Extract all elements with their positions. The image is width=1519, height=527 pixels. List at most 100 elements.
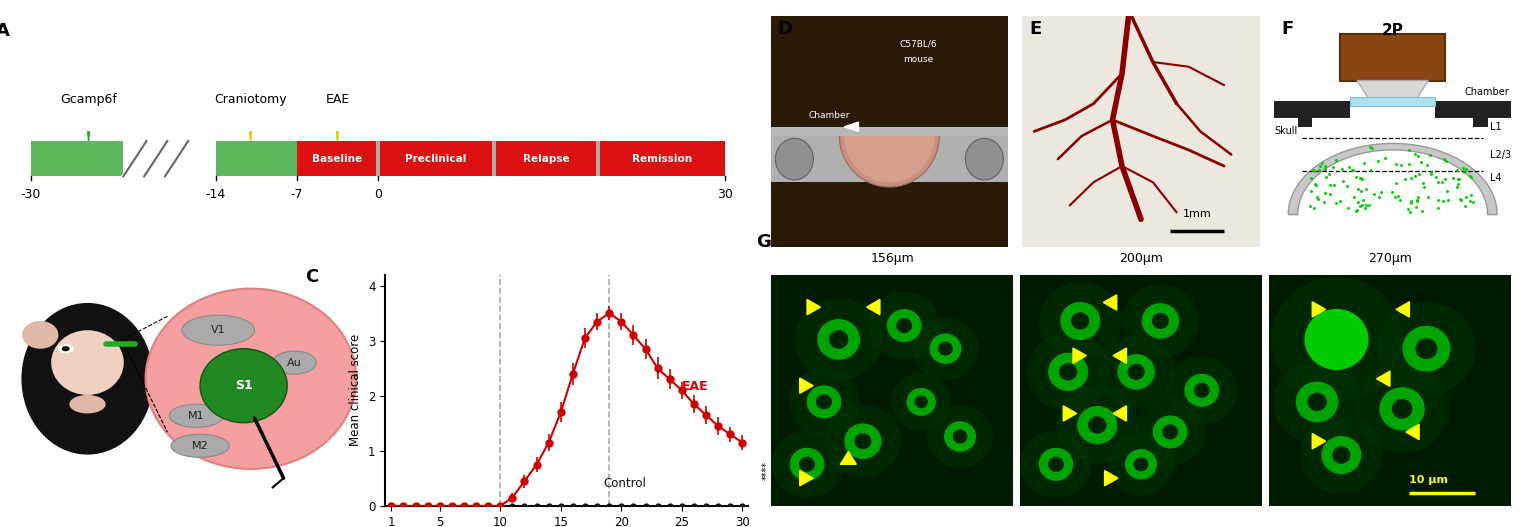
Text: 0: 0 xyxy=(374,188,381,201)
Ellipse shape xyxy=(939,342,952,356)
Ellipse shape xyxy=(1077,406,1118,444)
Ellipse shape xyxy=(1142,303,1179,339)
Text: -7: -7 xyxy=(290,188,304,201)
Ellipse shape xyxy=(816,394,832,409)
Ellipse shape xyxy=(840,85,939,187)
Text: EAE: EAE xyxy=(325,93,349,106)
Polygon shape xyxy=(88,132,90,141)
Ellipse shape xyxy=(817,319,860,360)
Ellipse shape xyxy=(775,139,813,180)
Ellipse shape xyxy=(1135,398,1206,466)
Text: Au: Au xyxy=(287,358,302,368)
Bar xyxy=(378,141,494,177)
Ellipse shape xyxy=(930,334,962,364)
Bar xyxy=(770,131,1009,182)
Bar xyxy=(770,127,1009,136)
Text: C: C xyxy=(305,268,319,286)
Text: F: F xyxy=(1281,21,1293,38)
Bar xyxy=(770,16,1009,131)
Ellipse shape xyxy=(845,90,934,182)
Bar xyxy=(598,141,725,177)
Ellipse shape xyxy=(1071,313,1089,330)
Text: L2/3: L2/3 xyxy=(1490,150,1511,160)
Polygon shape xyxy=(1288,143,1498,214)
Bar xyxy=(494,141,598,177)
Ellipse shape xyxy=(845,423,881,459)
Text: 30: 30 xyxy=(717,188,734,201)
Ellipse shape xyxy=(1151,313,1170,329)
Polygon shape xyxy=(1103,295,1116,310)
Ellipse shape xyxy=(914,396,928,408)
Ellipse shape xyxy=(854,433,872,450)
Text: Preclinical: Preclinical xyxy=(406,154,466,164)
Ellipse shape xyxy=(23,321,58,349)
Bar xyxy=(595,141,600,177)
Polygon shape xyxy=(1063,406,1077,421)
Text: 10 μm: 10 μm xyxy=(1410,475,1449,485)
Bar xyxy=(1274,101,1350,118)
Text: Gcamp6f: Gcamp6f xyxy=(61,93,117,106)
Text: Relapse: Relapse xyxy=(523,154,570,164)
Ellipse shape xyxy=(1416,338,1437,359)
Polygon shape xyxy=(1072,348,1086,363)
Text: L4: L4 xyxy=(1490,173,1502,183)
Ellipse shape xyxy=(788,368,860,436)
Ellipse shape xyxy=(1402,326,1451,372)
Bar xyxy=(30,141,123,177)
Ellipse shape xyxy=(907,388,936,416)
Polygon shape xyxy=(801,378,813,393)
Ellipse shape xyxy=(1048,457,1063,472)
Ellipse shape xyxy=(1088,416,1106,434)
Ellipse shape xyxy=(794,298,883,381)
Ellipse shape xyxy=(1308,393,1326,411)
Ellipse shape xyxy=(169,404,223,427)
Text: Chamber: Chamber xyxy=(808,111,851,120)
Bar xyxy=(1435,101,1511,118)
Text: ****: **** xyxy=(761,461,772,480)
Ellipse shape xyxy=(1162,424,1179,440)
Text: 200μm: 200μm xyxy=(1120,252,1164,266)
Text: Skull: Skull xyxy=(1274,126,1297,136)
Text: EAE: EAE xyxy=(682,380,708,393)
Text: E: E xyxy=(1030,21,1042,38)
Polygon shape xyxy=(1312,434,1326,449)
Ellipse shape xyxy=(1273,360,1361,444)
Ellipse shape xyxy=(1153,415,1188,448)
Polygon shape xyxy=(801,471,813,486)
Ellipse shape xyxy=(1109,433,1174,495)
Text: Baseline: Baseline xyxy=(313,154,363,164)
Ellipse shape xyxy=(1194,383,1209,398)
Polygon shape xyxy=(866,299,880,315)
Ellipse shape xyxy=(1379,387,1425,431)
Text: V1: V1 xyxy=(211,325,225,335)
Ellipse shape xyxy=(1048,353,1088,391)
Ellipse shape xyxy=(799,457,814,472)
Polygon shape xyxy=(1104,471,1118,486)
Ellipse shape xyxy=(927,405,993,468)
Text: C57BL/6: C57BL/6 xyxy=(899,39,937,48)
Ellipse shape xyxy=(146,289,355,469)
Polygon shape xyxy=(1113,348,1127,363)
Polygon shape xyxy=(1405,424,1419,440)
Ellipse shape xyxy=(1098,335,1174,408)
Ellipse shape xyxy=(1167,357,1238,424)
Ellipse shape xyxy=(807,385,842,418)
Text: Craniotomy: Craniotomy xyxy=(214,93,287,106)
Text: D: D xyxy=(778,21,793,38)
Ellipse shape xyxy=(70,395,106,414)
Ellipse shape xyxy=(1059,363,1077,380)
Ellipse shape xyxy=(1123,285,1198,357)
Polygon shape xyxy=(1396,302,1410,317)
Ellipse shape xyxy=(869,292,940,359)
Ellipse shape xyxy=(1378,302,1475,396)
Ellipse shape xyxy=(1133,457,1148,471)
Text: -14: -14 xyxy=(205,188,226,201)
Polygon shape xyxy=(337,132,339,141)
Ellipse shape xyxy=(201,349,287,423)
Text: mouse: mouse xyxy=(902,55,933,64)
Ellipse shape xyxy=(172,434,229,457)
Ellipse shape xyxy=(1296,382,1338,422)
Ellipse shape xyxy=(58,344,74,353)
Bar xyxy=(298,141,378,177)
Text: 1mm: 1mm xyxy=(1182,209,1211,219)
